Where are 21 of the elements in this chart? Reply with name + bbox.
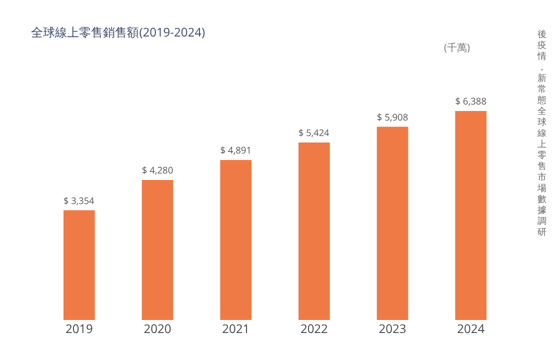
data-label: $ 5,424 [298,126,330,140]
x-tick-label: 2020 [144,320,172,337]
x-tick-label: 2019 [65,320,94,337]
x-tick-label: 2021 [222,320,250,337]
bar [64,210,95,320]
bar [142,180,174,320]
data-label: $ 4,280 [142,164,174,177]
x-tick-label: 2023 [378,320,406,337]
data-label: $ 5,908 [376,110,408,124]
data-label: $ 4,891 [220,144,252,157]
text: (千萬) [444,40,470,54]
data-label: $ 3,354 [64,194,96,207]
bar [376,126,408,320]
x-tick-label: 2022 [300,320,328,337]
x-tick-label: 2024 [457,320,485,337]
text: 後疫情，新常態全球線上零售市場數據調研 [538,30,546,238]
data-label: $ 6,388 [455,94,486,108]
bar [220,160,252,320]
bar [298,142,330,320]
bar [455,111,486,320]
chart-title: 全球線上零售銷售額(2019-2024) [31,23,206,40]
